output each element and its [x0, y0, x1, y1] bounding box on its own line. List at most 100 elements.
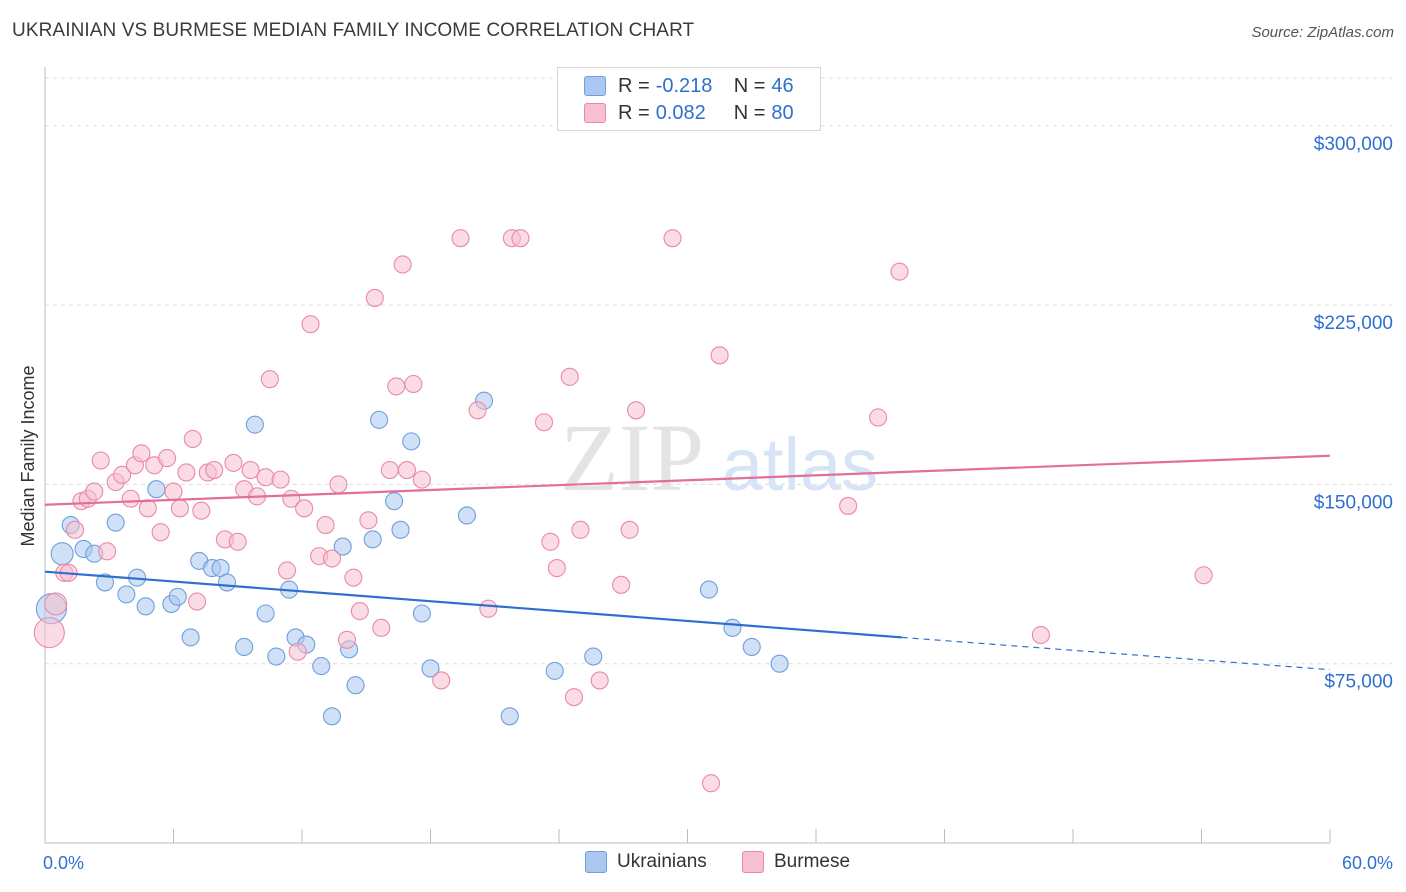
data-point-burmese: [365, 288, 384, 307]
y-tick-label: $150,000: [1314, 492, 1393, 513]
data-point-burmese: [132, 444, 151, 463]
data-point-burmese: [663, 229, 682, 248]
legend-label-ukrainians: Ukrainians: [617, 851, 707, 872]
data-point-burmese: [350, 602, 369, 621]
n-value-ukrainians: 46: [771, 74, 794, 97]
data-point-burmese: [65, 520, 85, 539]
trend-lines: [44, 454, 1331, 671]
data-point-burmese: [164, 482, 183, 501]
data-point-burmese: [177, 463, 196, 482]
data-point-burmese: [359, 511, 378, 530]
data-point-burmese: [260, 370, 279, 389]
watermark-atlas: atlas: [722, 423, 878, 506]
data-point-burmese: [432, 671, 451, 690]
data-point-burmese: [188, 592, 207, 611]
data-point-burmese: [380, 461, 399, 480]
data-point-burmese: [256, 468, 275, 487]
data-point-burmese: [224, 453, 243, 472]
data-point-ukrainians: [385, 492, 404, 511]
data-point-burmese: [91, 451, 110, 470]
data-points: [33, 229, 1213, 793]
data-point-burmese: [560, 367, 579, 386]
data-point-burmese: [869, 408, 888, 427]
data-point-ukrainians: [333, 537, 352, 556]
y-tick-label: $225,000: [1314, 313, 1393, 334]
data-point-ukrainians: [457, 506, 476, 525]
series-legend: Ukrainians Burmese: [0, 851, 1406, 879]
data-point-burmese: [627, 401, 646, 420]
r-label: R =: [618, 74, 650, 97]
data-point-burmese: [511, 229, 530, 248]
y-tick-label: $75,000: [1324, 672, 1393, 693]
legend-swatch-burmese: [584, 103, 606, 123]
legend-label-burmese: Burmese: [774, 851, 851, 872]
data-point-burmese: [479, 599, 498, 618]
n-label: N =: [733, 101, 766, 124]
data-point-burmese: [85, 482, 104, 501]
legend-row-burmese: R = 0.082 N = 80: [584, 100, 794, 126]
data-point-burmese: [612, 575, 631, 594]
data-point-ukrainians: [421, 659, 440, 678]
data-point-burmese: [839, 496, 858, 515]
axes: [44, 67, 1331, 844]
trend-line-extrapolated-ukrainians: [901, 636, 1331, 671]
data-point-burmese: [158, 449, 177, 468]
trend-line-ukrainians: [44, 570, 902, 639]
data-point-ukrainians: [699, 580, 718, 599]
r-value-ukrainians: -0.218: [655, 74, 713, 97]
data-point-burmese: [316, 515, 335, 535]
data-point-ukrainians: [217, 573, 237, 592]
data-point-burmese: [590, 671, 609, 690]
y-tick-label: $300,000: [1314, 134, 1393, 155]
data-point-burmese: [183, 429, 202, 449]
data-point-ukrainians: [312, 657, 331, 676]
data-point-burmese: [564, 688, 584, 707]
data-point-burmese: [277, 561, 297, 580]
x-tick-label-max: 60.0%: [1342, 853, 1393, 873]
gridlines: [45, 77, 1392, 665]
data-point-burmese: [337, 630, 357, 649]
data-point-burmese: [1194, 566, 1213, 585]
n-value-burmese: 80: [771, 101, 794, 124]
trend-line-burmese: [44, 454, 1331, 506]
data-point-burmese: [702, 774, 721, 793]
data-point-ukrainians: [267, 647, 286, 666]
data-point-burmese: [322, 549, 342, 568]
data-point-ukrainians: [545, 661, 564, 680]
data-point-ukrainians: [723, 618, 742, 637]
data-point-ukrainians: [412, 604, 431, 623]
legend-swatch-ukrainians: [585, 851, 607, 873]
data-point-burmese: [241, 461, 260, 480]
data-point-burmese: [113, 465, 132, 484]
data-point-ukrainians: [500, 707, 519, 726]
data-point-ukrainians: [95, 573, 115, 592]
data-point-ukrainians: [168, 587, 187, 606]
data-point-burmese: [547, 559, 566, 578]
watermark-zip: ZIP: [560, 404, 704, 511]
data-point-ukrainians: [50, 542, 74, 566]
data-point-ukrainians: [363, 530, 382, 549]
data-point-burmese: [121, 489, 140, 508]
data-point-ukrainians: [106, 513, 125, 532]
data-point-burmese: [387, 377, 406, 396]
data-point-burmese: [412, 470, 431, 489]
data-point-ukrainians: [370, 410, 389, 429]
data-point-ukrainians: [117, 585, 136, 604]
legend-row-ukrainians: R = -0.218 N = 46: [584, 73, 794, 99]
legend-item-burmese[interactable]: Burmese: [742, 851, 850, 873]
data-point-ukrainians: [770, 654, 789, 673]
data-point-burmese: [288, 642, 307, 661]
data-point-ukrainians: [322, 707, 342, 726]
data-point-burmese: [571, 520, 590, 539]
x-tick-label-min: 0.0%: [43, 853, 84, 873]
data-point-burmese: [228, 532, 247, 551]
data-point-burmese: [295, 499, 314, 518]
data-point-burmese: [44, 592, 68, 616]
data-point-burmese: [192, 501, 211, 520]
legend-item-ukrainians[interactable]: Ukrainians: [585, 851, 707, 873]
data-point-ukrainians: [742, 637, 761, 657]
legend-swatch-burmese: [742, 851, 764, 873]
data-point-ukrainians: [256, 604, 275, 623]
correlation-legend: R = -0.218 N = 46 R = 0.082 N = 80: [557, 67, 821, 131]
